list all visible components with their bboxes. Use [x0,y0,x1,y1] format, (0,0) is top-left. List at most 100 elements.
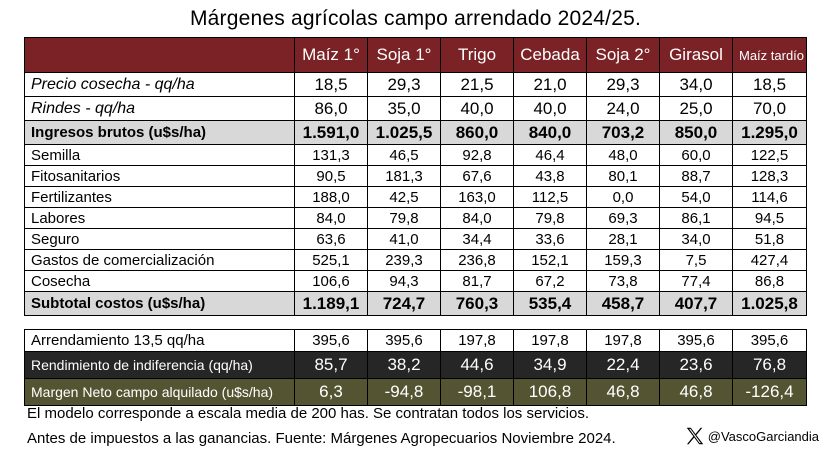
value-cell: 395,6 [659,329,733,352]
value-cell: 94,5 [732,207,807,229]
table-row: Arrendamiento 13,5 qq/ha 395,6 395,6 197,8 1… [24,329,807,352]
value-cell: 236,8 [440,249,514,271]
value-cell: 24,0 [586,96,660,121]
table-row: Subtotal costos (u$s/ha) 1.189,1 724,7 760,… [24,291,807,316]
value-cell: 80,1 [586,165,660,187]
value-cell: 28,1 [586,228,660,250]
value-cell: 38,2 [367,351,441,379]
value-cell: 23,6 [659,351,733,379]
value-cell: 86,8 [732,270,807,292]
value-cell: 25,0 [659,96,733,121]
value-cell: 760,3 [440,291,514,316]
col-header: Cebada [513,37,587,73]
value-cell: 1.591,0 [294,120,368,145]
col-header: Girasol [659,37,733,73]
value-cell: 94,3 [367,270,441,292]
row-label: Subtotal costos (u$s/ha) [24,291,295,316]
value-cell: 0,0 [586,186,660,208]
col-header: Soja 1° [367,37,441,73]
value-cell: 525,1 [294,249,368,271]
value-cell: 860,0 [440,120,514,145]
value-cell: 395,6 [732,329,807,352]
value-cell: 84,0 [440,207,514,229]
value-cell: 106,6 [294,270,368,292]
value-cell: 840,0 [513,120,587,145]
value-cell: 21,0 [513,72,587,97]
value-cell: 122,5 [732,144,807,166]
row-label: Ingresos brutos (u$s/ha) [24,120,295,145]
value-cell: -94,8 [367,378,441,406]
value-cell: 69,3 [586,207,660,229]
row-label: Seguro [24,228,295,250]
value-cell: 29,3 [367,72,441,97]
header-row: Maíz 1° Soja 1° Trigo Cebada Soja 2° Gir… [24,37,807,73]
value-cell: 21,5 [440,72,514,97]
value-cell: 46,5 [367,144,441,166]
value-cell: 6,3 [294,378,368,406]
value-cell: 188,0 [294,186,368,208]
value-cell: 34,0 [659,72,733,97]
value-cell: 112,5 [513,186,587,208]
table-row: Seguro 63,6 41,0 34,4 33,6 28,1 34,0 51,8 [24,228,807,250]
page-title: Márgenes agrícolas campo arrendado 2024/… [189,7,642,30]
table-row: Rendimiento de indiferencia (qq/ha) 85,7 3… [24,351,807,379]
value-cell: -98,1 [440,378,514,406]
value-cell: 1.025,5 [367,120,441,145]
table-row: Gastos de comercialización 525,1 239,3 236,… [24,249,807,271]
value-cell: 51,8 [732,228,807,250]
value-cell: 86,1 [659,207,733,229]
value-cell: 1.295,0 [732,120,807,145]
table-row: Rindes - qq/ha 86,0 35,0 40,0 40,0 24,0 25,0 70… [24,96,807,121]
table-row: Labores 84,0 79,8 84,0 79,8 69,3 86,1 94,5 [24,207,807,229]
value-cell: 18,5 [294,72,368,97]
value-cell: 42,5 [367,186,441,208]
table-row: Fitosanitarios 90,5 181,3 67,6 43,8 80,1 88,7 1… [24,165,807,187]
header-blank-cell [24,37,295,73]
table-row: Ingresos brutos (u$s/ha) 1.591,0 1.025,5 86… [24,120,807,145]
value-cell: 46,8 [586,378,660,406]
value-cell: 106,8 [513,378,587,406]
value-cell: 86,0 [294,96,368,121]
value-cell: 77,4 [659,270,733,292]
value-cell: 22,4 [586,351,660,379]
value-cell: 92,8 [440,144,514,166]
value-cell: 41,0 [367,228,441,250]
handle-text: @VascoGarciandia [707,428,819,444]
col-header: Trigo [440,37,514,73]
value-cell: 131,3 [294,144,368,166]
value-cell: 724,7 [367,291,441,316]
value-cell: 395,6 [294,329,368,352]
x-logo-icon [686,427,704,445]
value-cell: 395,6 [367,329,441,352]
table-row: Precio cosecha - qq/ha 18,5 29,3 21,5 21,0 29… [24,72,807,97]
table-row: Semilla 131,3 46,5 92,8 46,4 48,0 60,0 122,5 [24,144,807,166]
results-table: Arrendamiento 13,5 qq/ha 395,6 395,6 197,8 1… [24,329,807,406]
value-cell: 197,8 [586,329,660,352]
value-cell: 33,6 [513,228,587,250]
row-label: Precio cosecha - qq/ha [24,72,295,97]
value-cell: 88,7 [659,165,733,187]
col-header: Maíz 1° [294,37,368,73]
value-cell: 163,0 [440,186,514,208]
value-cell: 18,5 [732,72,807,97]
value-cell: 79,8 [367,207,441,229]
value-cell: 34,0 [659,228,733,250]
value-cell: 114,6 [732,186,807,208]
row-label: Fitosanitarios [24,165,295,187]
value-cell: 73,8 [586,270,660,292]
row-label: Semilla [24,144,295,166]
value-cell: 46,8 [659,378,733,406]
value-cell: 458,7 [586,291,660,316]
row-label: Arrendamiento 13,5 qq/ha [24,329,295,352]
row-label: Labores [24,207,295,229]
value-cell: 850,0 [659,120,733,145]
value-cell: 1.025,8 [732,291,807,316]
table-row: Fertilizantes 188,0 42,5 163,0 112,5 0,0 54,0 1… [24,186,807,208]
value-cell: 40,0 [513,96,587,121]
value-cell: 84,0 [294,207,368,229]
value-cell: 703,2 [586,120,660,145]
value-cell: 43,8 [513,165,587,187]
value-cell: 79,8 [513,207,587,229]
col-header: Soja 2° [586,37,660,73]
